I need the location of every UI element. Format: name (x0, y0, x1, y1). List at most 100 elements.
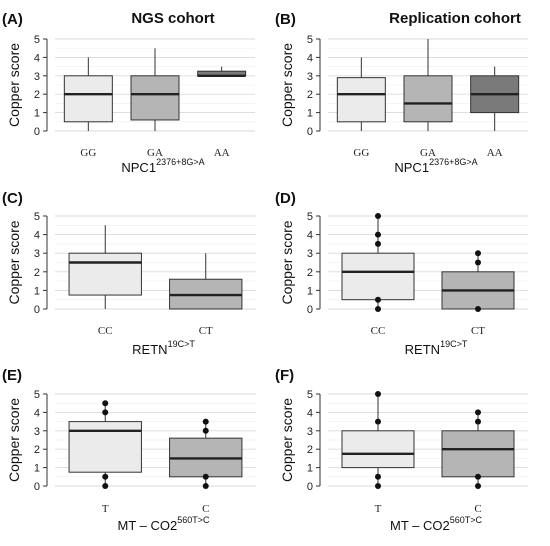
x-tick-label: GA (420, 147, 436, 159)
y-tick-label: 0 (307, 481, 313, 493)
panel-b: 0 1 2 3 4 5 Copper score GG GA AA NPC12376+8G>A (B)… (275, 10, 528, 175)
y-tick-label: 3 (307, 426, 313, 438)
y-tick-label: 5 (307, 34, 313, 46)
y-tick-label: 4 (34, 230, 40, 242)
outlier-point (202, 418, 209, 425)
y-tick-label: 5 (34, 211, 40, 223)
box-body (441, 430, 515, 478)
box-body (68, 252, 142, 296)
box-gg (63, 57, 113, 131)
box-ga (130, 48, 180, 131)
y-tick-label: 4 (307, 52, 313, 64)
outlier-point (102, 400, 109, 407)
box-body (63, 75, 113, 123)
x-axis-label-superscript: 19C>T (440, 339, 468, 349)
box-ct (169, 253, 243, 310)
panel-label: (F) (275, 367, 294, 384)
outlier-point (475, 409, 481, 416)
box-body (341, 252, 415, 301)
outlier-point (102, 483, 109, 489)
x-axis-label-superscript: 2376+8G>A (156, 157, 205, 167)
box-ga (403, 39, 453, 131)
box-body (336, 77, 386, 123)
y-tick-label: 3 (34, 426, 40, 438)
x-tick-label: AA (214, 147, 230, 159)
panel-label: (C) (2, 190, 23, 207)
x-axis-label-superscript: 2376+8G>A (429, 157, 478, 167)
outlier-point (375, 213, 381, 219)
x-tick-label: T (102, 503, 109, 515)
panel-label: (D) (275, 190, 296, 207)
y-tick-label: 4 (34, 52, 40, 64)
box-gg (336, 57, 386, 131)
panel-title: Replication cohort (389, 10, 521, 27)
outlier-point (375, 296, 381, 303)
x-tick-label: GA (147, 147, 163, 159)
x-tick-label: CC (98, 325, 113, 337)
x-axis-label-base: NPC1 (394, 160, 429, 175)
y-tick-label: 4 (307, 230, 313, 242)
outlier-point (375, 483, 381, 489)
y-axis-label: Copper score (279, 398, 295, 482)
y-tick-label: 5 (34, 34, 40, 46)
box-body (130, 75, 180, 121)
y-tick-label: 3 (307, 248, 313, 260)
box-t (68, 400, 142, 489)
y-tick-label: 2 (34, 267, 40, 279)
y-tick-label: 1 (307, 108, 313, 120)
box-aa (197, 66, 247, 78)
outlier-point (375, 391, 381, 397)
y-tick-label: 1 (34, 463, 40, 475)
y-tick-label: 0 (307, 304, 313, 316)
y-tick-label: 2 (34, 444, 40, 456)
x-axis-label-superscript: 560T>C (177, 515, 210, 525)
x-axis-label-base: MT – CO2 (118, 518, 178, 533)
x-axis-label: RETN19C>T (132, 339, 195, 357)
x-tick-label: AA (487, 147, 503, 159)
outlier-point (475, 250, 481, 257)
y-axis-label: Copper score (6, 43, 22, 127)
box-ct (441, 250, 515, 312)
y-tick-label: 3 (34, 248, 40, 260)
x-axis-label: NPC12376+8G>A (121, 157, 204, 175)
outlier-point (375, 473, 381, 480)
outlier-point (202, 473, 209, 480)
outlier-point (102, 473, 109, 480)
outlier-point (475, 418, 481, 425)
box-t (341, 391, 415, 489)
box-aa (470, 66, 520, 131)
y-axis-label: Copper score (279, 220, 295, 304)
x-tick-label: GG (353, 147, 369, 159)
y-axis-label: Copper score (279, 43, 295, 127)
y-tick-label: 2 (307, 89, 313, 101)
y-tick-label: 2 (34, 89, 40, 101)
box-c (441, 409, 515, 489)
outlier-point (475, 259, 481, 266)
x-axis-label: MT – CO2560T>C (118, 515, 210, 533)
box-cc (68, 225, 142, 309)
box-body (341, 430, 415, 469)
x-axis-label: RETN19C>T (405, 339, 468, 357)
box-body (403, 75, 453, 123)
outlier-point (202, 427, 209, 434)
x-axis-label-base: NPC1 (121, 160, 156, 175)
y-tick-label: 3 (307, 71, 313, 83)
outlier-point (375, 306, 381, 312)
y-tick-label: 0 (34, 126, 40, 138)
x-tick-label: C (474, 503, 481, 515)
panel-label: (A) (2, 11, 23, 28)
y-tick-label: 0 (307, 126, 313, 138)
panel-label: (E) (2, 367, 22, 384)
box-body (68, 421, 142, 473)
x-tick-label: GG (80, 147, 96, 159)
outlier-point (475, 483, 481, 489)
panel-c: 0 1 2 3 4 5 Copper score CC CT RETN19C>T (C) (2, 190, 256, 357)
y-tick-label: 1 (34, 108, 40, 120)
y-tick-label: 1 (307, 285, 313, 297)
panel-label: (B) (275, 11, 296, 28)
x-tick-label: C (202, 503, 209, 515)
y-tick-label: 2 (307, 267, 313, 279)
y-tick-label: 1 (307, 463, 313, 475)
